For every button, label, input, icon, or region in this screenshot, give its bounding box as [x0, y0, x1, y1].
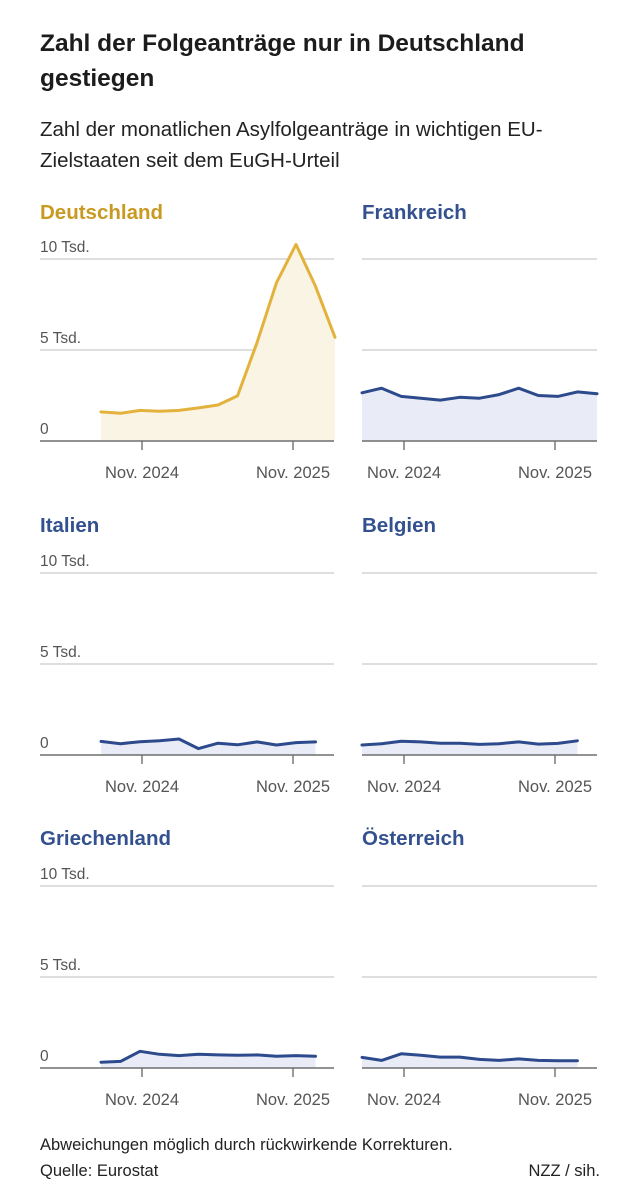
x-tick-label-deutschland-0: Nov. 2024 [105, 464, 179, 482]
y-tick-label-griechenland-0: 0 [40, 1048, 49, 1065]
panel-title-belgien: Belgien [362, 514, 436, 537]
area-deutschland [101, 244, 335, 441]
area-österreich [362, 1053, 578, 1068]
y-tick-label-italien-2: 10 Tsd. [40, 553, 90, 570]
y-tick-label-griechenland-2: 10 Tsd. [40, 866, 90, 883]
series-line-belgien [360, 739, 579, 747]
x-tick-label-griechenland-0: Nov. 2024 [105, 1091, 179, 1109]
x-tick-label-griechenland-1: Nov. 2025 [256, 1091, 330, 1109]
series-line-deutschland [99, 242, 337, 415]
y-tick-label-deutschland-0: 0 [40, 421, 49, 438]
x-tick-label-österreich-0: Nov. 2024 [367, 1091, 441, 1109]
y-tick-label-griechenland-1: 5 Tsd. [40, 957, 81, 974]
series-line-griechenland [99, 1049, 317, 1064]
series-line-frankreich [360, 386, 599, 402]
x-tick-label-frankreich-0: Nov. 2024 [367, 464, 441, 482]
y-tick-label-deutschland-1: 5 Tsd. [40, 330, 81, 347]
x-tick-label-frankreich-1: Nov. 2025 [518, 464, 592, 482]
chart-subtitle: Zahl der monatlichen Asylfolgeanträge in… [40, 118, 543, 172]
x-tick-label-belgien-1: Nov. 2025 [518, 778, 592, 796]
panel-title-griechenland: Griechenland [40, 827, 171, 850]
chart-title: Zahl der Folgeanträge nur in Deutschland… [40, 30, 525, 92]
area-belgien [362, 740, 578, 755]
panel-title-österreich: Österreich [362, 827, 465, 850]
footer-note: Abweichungen möglich durch rückwirkende … [40, 1136, 453, 1154]
y-tick-label-italien-1: 5 Tsd. [40, 644, 81, 661]
series-line-italien [99, 737, 317, 751]
footer-credit: NZZ / sih. [528, 1162, 600, 1180]
series-line-österreich [360, 1052, 579, 1063]
x-tick-label-österreich-1: Nov. 2025 [518, 1091, 592, 1109]
x-tick-label-belgien-0: Nov. 2024 [367, 778, 441, 796]
y-tick-label-deutschland-2: 10 Tsd. [40, 239, 90, 256]
area-frankreich [362, 388, 597, 441]
x-tick-label-italien-1: Nov. 2025 [256, 778, 330, 796]
panel-title-italien: Italien [40, 514, 99, 537]
panel-title-frankreich: Frankreich [362, 201, 467, 224]
footer-source: Quelle: Eurostat [40, 1162, 159, 1180]
x-tick-label-deutschland-1: Nov. 2025 [256, 464, 330, 482]
y-tick-label-italien-0: 0 [40, 735, 49, 752]
panel-title-deutschland: Deutschland [40, 201, 163, 224]
x-tick-label-italien-0: Nov. 2024 [105, 778, 179, 796]
